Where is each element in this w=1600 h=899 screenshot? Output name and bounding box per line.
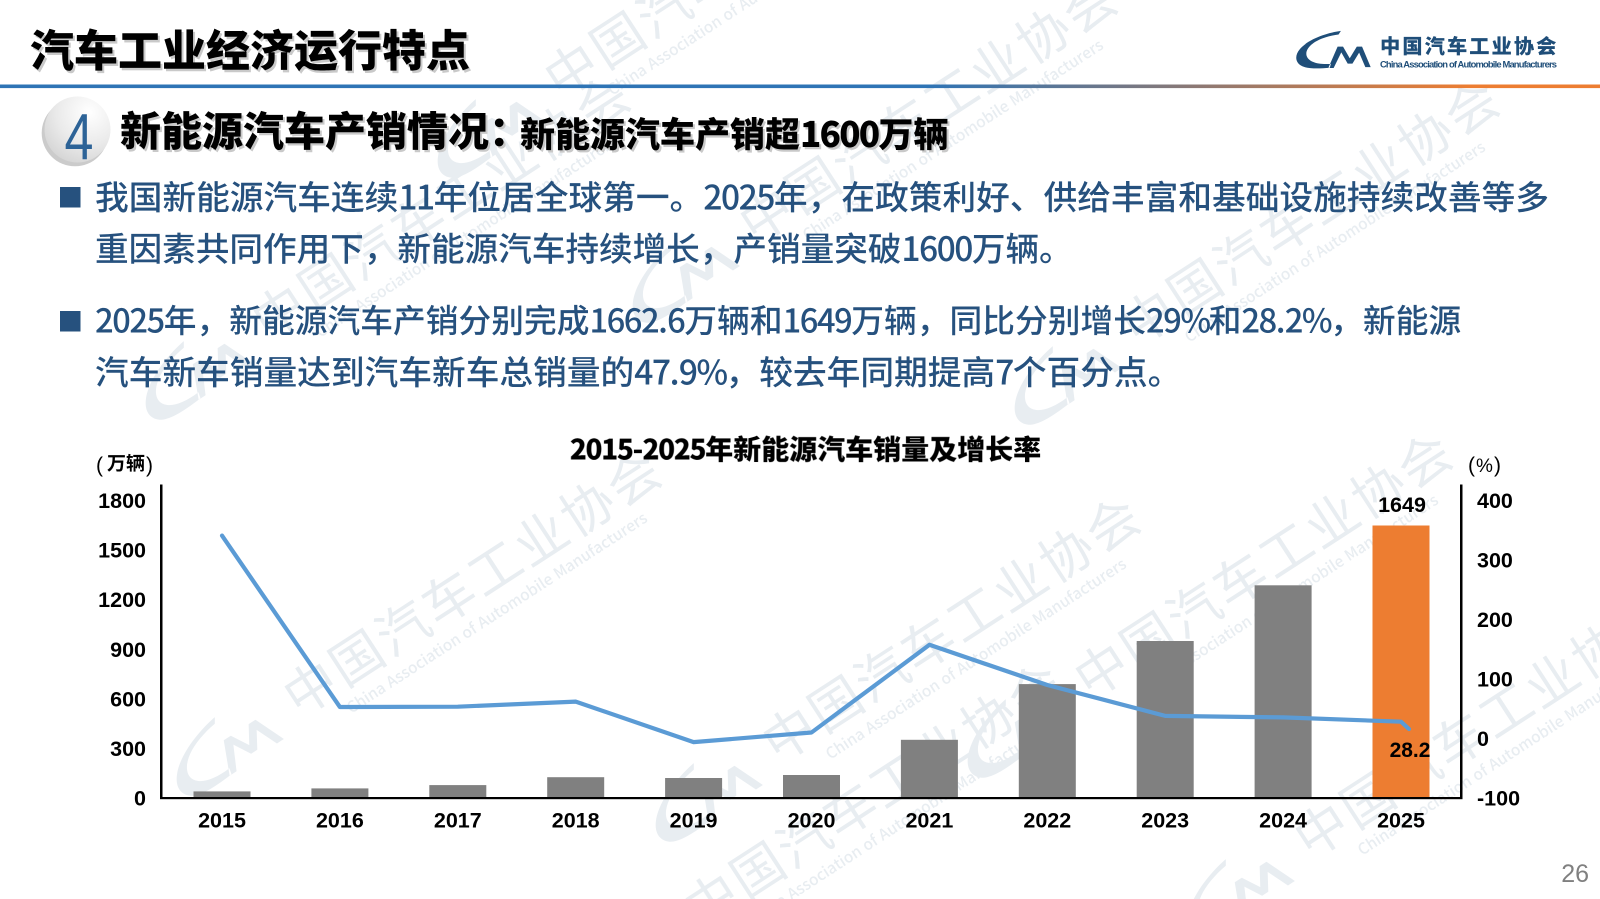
svg-text:2020: 2020 <box>788 809 836 833</box>
svg-text:2016: 2016 <box>316 809 364 833</box>
svg-text:-100: -100 <box>1477 787 1520 811</box>
svg-text:): ) <box>146 454 153 477</box>
svg-text:1649: 1649 <box>1378 493 1426 517</box>
svg-text:2017: 2017 <box>434 809 482 833</box>
svg-text:2018: 2018 <box>552 809 600 833</box>
svg-text:2019: 2019 <box>670 809 718 833</box>
svg-text:900: 900 <box>110 638 146 662</box>
svg-text:4: 4 <box>65 102 94 174</box>
svg-text:600: 600 <box>110 687 146 711</box>
svg-text:2024: 2024 <box>1259 809 1307 833</box>
svg-text:26: 26 <box>1561 860 1589 888</box>
svg-text:2025: 2025 <box>1377 809 1425 833</box>
svg-text:2022: 2022 <box>1023 809 1071 833</box>
svg-text:(: ( <box>96 454 103 477</box>
svg-text:300: 300 <box>110 737 146 761</box>
svg-text:(: ( <box>1468 454 1475 477</box>
svg-text:100: 100 <box>1477 668 1513 692</box>
svg-text:China Association of Automobil: China Association of Automobile Manufact… <box>1380 59 1557 70</box>
svg-text:2021: 2021 <box>905 809 953 833</box>
svg-text:1500: 1500 <box>98 539 146 563</box>
svg-text:200: 200 <box>1477 608 1513 632</box>
svg-text:0: 0 <box>1477 727 1489 751</box>
svg-text:%: % <box>1476 456 1493 477</box>
svg-text:2023: 2023 <box>1141 809 1189 833</box>
svg-text:): ) <box>1494 454 1501 477</box>
svg-text:1200: 1200 <box>98 588 146 612</box>
svg-text:400: 400 <box>1477 489 1513 513</box>
svg-text:1800: 1800 <box>98 489 146 513</box>
svg-text:28.2: 28.2 <box>1390 739 1431 762</box>
svg-text:300: 300 <box>1477 549 1513 573</box>
svg-text:0: 0 <box>134 787 146 811</box>
svg-text:2015: 2015 <box>198 809 246 833</box>
